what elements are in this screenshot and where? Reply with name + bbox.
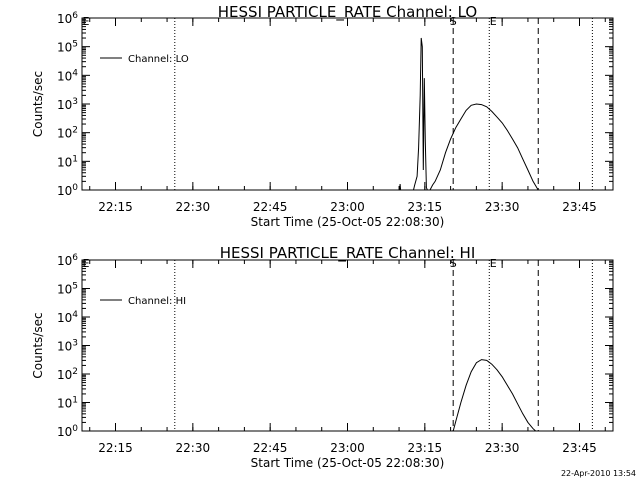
edge-marker-label: E: [83, 257, 90, 270]
y-tick-label: 105: [57, 282, 78, 297]
x-tick-label: 23:30: [485, 441, 520, 455]
x-tick-label: 23:15: [408, 441, 443, 455]
x-tick-label: 23:15: [408, 200, 443, 214]
start-marker-label: S: [450, 15, 457, 28]
plot-frame: [81, 259, 614, 432]
legend-label: Channel: HI: [128, 296, 186, 307]
y-axis-label: Counts/sec: [31, 71, 45, 137]
x-tick-label: 23:00: [330, 200, 365, 214]
x-tick-label: 22:15: [98, 200, 133, 214]
series-line: [399, 37, 541, 191]
x-tick-label: 22:30: [176, 441, 211, 455]
series-line: [452, 359, 537, 432]
y-tick-label: 101: [57, 154, 78, 169]
panel-lo: HESSI PARTICLE_RATE Channel: LO 22:15 22:3…: [31, 3, 614, 229]
x-axis-label: Start Time (25-Oct-05 22:08:30): [251, 215, 445, 229]
edge-marker-label: E: [83, 15, 90, 28]
y-tick-label: 106: [57, 11, 78, 26]
y-tick-label: 102: [57, 126, 78, 141]
x-tick-label: 23:45: [562, 200, 597, 214]
y-tick-label: 100: [57, 183, 78, 198]
footer-timestamp: 22-Apr-2010 13:54: [561, 469, 636, 478]
plot-frame: [81, 17, 614, 191]
y-tick-label: 104: [57, 68, 78, 83]
y-tick-label: 103: [57, 339, 78, 354]
x-tick-label: 22:45: [253, 441, 288, 455]
x-tick-label: 22:30: [176, 200, 211, 214]
y-tick-label: 104: [57, 310, 78, 325]
y-axis-label: Counts/sec: [31, 312, 45, 378]
y-tick-label: 102: [57, 367, 78, 382]
x-tick-label: 23:45: [562, 441, 597, 455]
panel-hi: HESSI PARTICLE_RATE Channel: HI 22:15 22:3…: [31, 244, 614, 470]
end-marker-label: E: [490, 15, 497, 28]
x-tick-label: 23:30: [485, 200, 520, 214]
y-tick-label: 100: [57, 424, 78, 439]
chart-title: HESSI PARTICLE_RATE Channel: LO: [218, 3, 477, 22]
legend-label: Channel: LO: [128, 54, 189, 65]
y-tick-label: 106: [57, 253, 78, 268]
chart-title: HESSI PARTICLE_RATE Channel: HI: [220, 244, 476, 263]
y-tick-label: 105: [57, 40, 78, 55]
x-tick-label: 22:45: [253, 200, 288, 214]
x-tick-label: 22:15: [98, 441, 133, 455]
y-tick-label: 101: [57, 396, 78, 411]
x-tick-label: 23:00: [330, 441, 365, 455]
x-axis-label: Start Time (25-Oct-05 22:08:30): [251, 456, 445, 470]
start-marker-label: S: [450, 257, 457, 270]
end-marker-label: E: [490, 257, 497, 270]
y-tick-label: 103: [57, 97, 78, 112]
